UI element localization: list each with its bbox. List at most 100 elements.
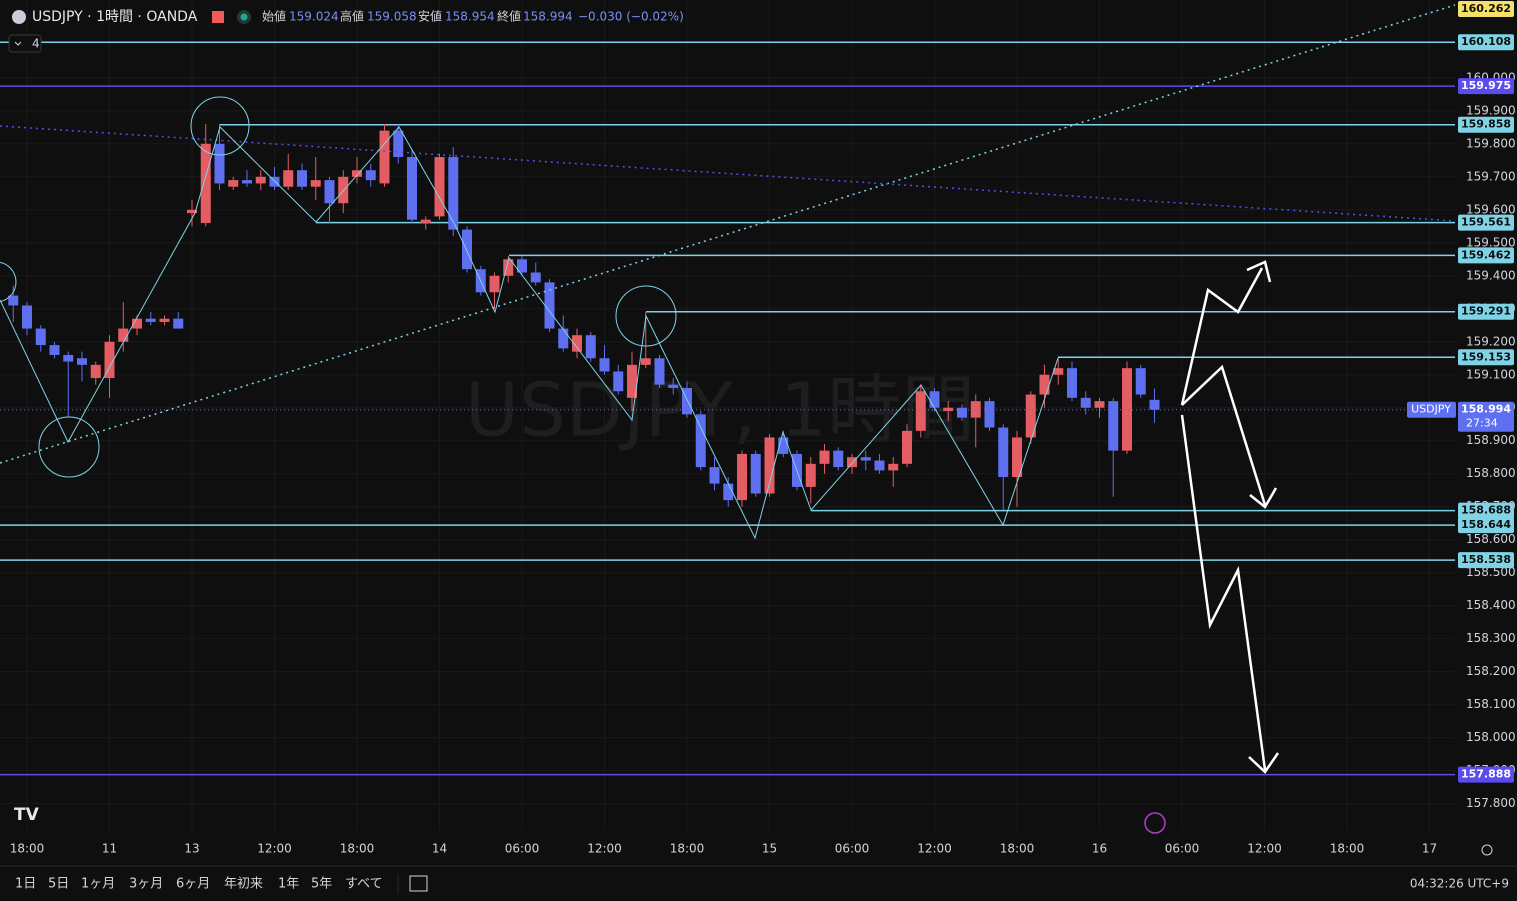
candle-body — [503, 259, 514, 276]
candle-body — [640, 358, 651, 365]
price-label: 159.153 — [1461, 350, 1511, 363]
x-tick-label: 11 — [102, 842, 117, 856]
scenario-arrow — [1181, 364, 1267, 506]
symbol-tag: USDJPY — [1411, 403, 1451, 416]
ohlc-value: 159.058 — [367, 10, 417, 24]
candle-body — [462, 229, 472, 270]
candle-body — [338, 176, 349, 204]
range-button[interactable]: 5日 — [48, 877, 69, 892]
candle-body — [269, 176, 280, 187]
candle-body — [242, 180, 252, 184]
circle-marker — [38, 416, 100, 478]
candle-body — [860, 457, 871, 461]
candle-body — [434, 157, 445, 217]
symbol-tag-bg — [1407, 401, 1456, 418]
candle-body — [970, 401, 981, 418]
candle-body — [145, 318, 156, 322]
scenario-arrow — [1180, 414, 1267, 771]
candle-body — [1094, 401, 1105, 408]
candle-body — [888, 463, 899, 471]
candle-body — [90, 364, 101, 379]
y-tick-label: 157.800 — [1466, 796, 1516, 810]
range-button[interactable]: 年初来 — [224, 877, 263, 892]
x-tick-label: 18:00 — [1000, 842, 1035, 856]
range-button[interactable]: 1ヶ月 — [81, 877, 115, 892]
ohlc-value: 158.954 — [445, 10, 495, 24]
y-tick-label: 159.500 — [1466, 235, 1516, 249]
x-tick-label: 06:00 — [1165, 842, 1200, 856]
y-tick-label: 159.600 — [1466, 202, 1516, 216]
candle-body — [159, 318, 170, 322]
candle-body — [489, 275, 500, 293]
y-tick-label: 158.900 — [1466, 433, 1516, 447]
candle-body — [1149, 399, 1160, 410]
price-label: 157.888 — [1461, 768, 1511, 781]
candle-body — [1135, 368, 1146, 395]
price-label: 159.858 — [1461, 118, 1511, 131]
range-button[interactable]: 3ヶ月 — [129, 877, 163, 892]
ohlc-value: 158.994 — [523, 10, 573, 24]
candle-body — [530, 272, 541, 283]
y-tick-label: 158.300 — [1466, 631, 1516, 645]
tv-logo: TV — [14, 805, 40, 825]
broker-icon — [212, 11, 224, 23]
settings-icon[interactable] — [1481, 844, 1493, 856]
x-tick-label: 16 — [1092, 842, 1107, 856]
x-tick-label: 12:00 — [587, 842, 622, 856]
price-label: 159.462 — [1461, 248, 1511, 261]
y-tick-label: 158.800 — [1466, 466, 1516, 480]
candle-body — [668, 384, 679, 388]
candle-body — [778, 437, 789, 454]
flash-icon[interactable] — [1144, 812, 1166, 834]
candle-body — [957, 407, 967, 418]
range-button[interactable]: すべて — [345, 877, 383, 892]
candle-body — [187, 209, 197, 214]
candle-body — [517, 259, 527, 273]
indicator-count[interactable]: 4 — [32, 37, 40, 51]
candle-body — [544, 282, 555, 329]
y-tick-label: 159.400 — [1466, 268, 1516, 282]
candle-body — [709, 467, 720, 484]
trendline — [0, 4, 1456, 464]
range-button[interactable]: 6ヶ月 — [176, 877, 210, 892]
y-tick-label: 158.000 — [1466, 730, 1516, 744]
candle-body — [104, 341, 115, 379]
candle-body — [255, 176, 266, 184]
circle-marker — [615, 285, 677, 347]
candle-body — [228, 180, 239, 187]
candle-body — [173, 318, 184, 329]
price-label-bg — [1458, 247, 1514, 264]
candle-body — [420, 219, 431, 224]
x-tick-label: 18:00 — [670, 842, 705, 856]
price-label-bg — [1458, 303, 1514, 320]
candle-body — [393, 130, 404, 158]
candle-body — [847, 457, 857, 468]
candle-body — [874, 460, 885, 471]
ohlc-label: 始値 — [262, 9, 286, 24]
price-label-bg — [1458, 517, 1514, 534]
drawings — [0, 4, 1456, 774]
indicator-toggle[interactable] — [8, 34, 42, 53]
date-range-icon[interactable] — [409, 875, 428, 892]
x-tick-label: 06:00 — [505, 842, 540, 856]
y-tick-label: 158.100 — [1466, 697, 1516, 711]
grid — [0, 0, 1455, 830]
range-button[interactable]: 1日 — [15, 877, 36, 892]
price-label-bg — [1458, 78, 1514, 95]
range-button[interactable]: 1年 — [278, 877, 299, 892]
candle-body — [132, 318, 142, 329]
candle-body — [984, 401, 995, 428]
price-label-bg — [1458, 502, 1514, 519]
y-tick-label: 158.400 — [1466, 598, 1516, 612]
candle-body — [750, 453, 761, 494]
price-label-bg — [1458, 766, 1514, 783]
ohlc-value: 159.024 — [289, 10, 339, 24]
countdown: 27:34 — [1466, 417, 1498, 430]
y-tick-label: 159.200 — [1466, 334, 1516, 348]
range-button[interactable]: 5年 — [311, 877, 332, 892]
candle-body — [682, 387, 692, 415]
candle-body — [1122, 368, 1132, 451]
candle-body — [77, 358, 87, 365]
candle-body — [1108, 401, 1119, 451]
candle-body — [22, 305, 32, 329]
